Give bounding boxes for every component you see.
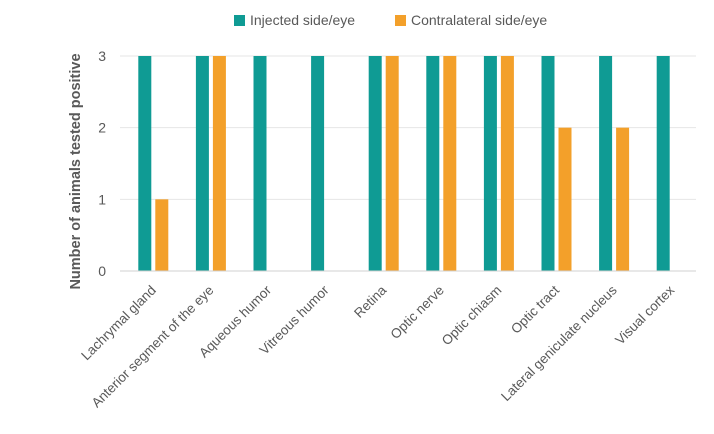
bar-injected-side-eye-visual-cortex — [656, 56, 670, 271]
x-tick-label: Optic chiasm — [439, 283, 505, 349]
bar-contralateral-side-eye-lateral-geniculate-nucleus — [616, 127, 630, 272]
y-axis-ticks: 0 1 2 3 — [98, 48, 106, 279]
bar-contralateral-side-eye-optic-chiasm — [500, 56, 514, 271]
bar-contralateral-side-eye-lachrymal-gland — [155, 199, 169, 271]
y-axis-label: Number of animals tested positive — [68, 53, 84, 289]
x-tick-label: Anterior segment of the eye — [89, 283, 217, 411]
y-tick-label: 3 — [98, 48, 106, 64]
bar-contralateral-side-eye-optic-nerve — [443, 56, 457, 271]
y-tick-label: 0 — [98, 263, 106, 279]
bar-injected-side-eye-optic-tract — [541, 56, 555, 271]
y-tick-label: 2 — [98, 120, 106, 136]
x-tick-label: Optic nerve — [388, 283, 447, 342]
legend-label-contralateral-side-eye: Contralateral side/eye — [411, 12, 547, 28]
bar-injected-side-eye-aqueous-humor — [253, 56, 267, 271]
bar-injected-side-eye-anterior-segment-of-the-eye — [195, 56, 209, 271]
legend-swatch-contralateral-side-eye — [395, 15, 406, 26]
bar-contralateral-side-eye-optic-tract — [558, 127, 572, 272]
legend-swatch-injected-side-eye — [234, 15, 245, 26]
bar-injected-side-eye-lateral-geniculate-nucleus — [599, 56, 613, 271]
x-tick-label: Lateral geniculate nucleus — [498, 282, 620, 404]
bar-injected-side-eye-vitreous-humor — [311, 56, 325, 271]
y-tick-label: 1 — [98, 191, 106, 207]
bars — [138, 56, 670, 272]
x-tick-label: Retina — [351, 282, 390, 321]
legend: Injected side/eye Contralateral side/eye — [234, 12, 547, 28]
bar-injected-side-eye-retina — [368, 56, 382, 271]
bar-contralateral-side-eye-anterior-segment-of-the-eye — [212, 56, 226, 271]
bar-contralateral-side-eye-retina — [385, 56, 399, 271]
bar-injected-side-eye-optic-nerve — [426, 56, 440, 271]
bar-injected-side-eye-lachrymal-gland — [138, 56, 152, 271]
legend-label-injected-side-eye: Injected side/eye — [250, 12, 355, 28]
bar-injected-side-eye-optic-chiasm — [483, 56, 497, 271]
x-tick-label: Optic tract — [508, 282, 562, 336]
x-tick-label: Visual cortex — [612, 282, 677, 347]
